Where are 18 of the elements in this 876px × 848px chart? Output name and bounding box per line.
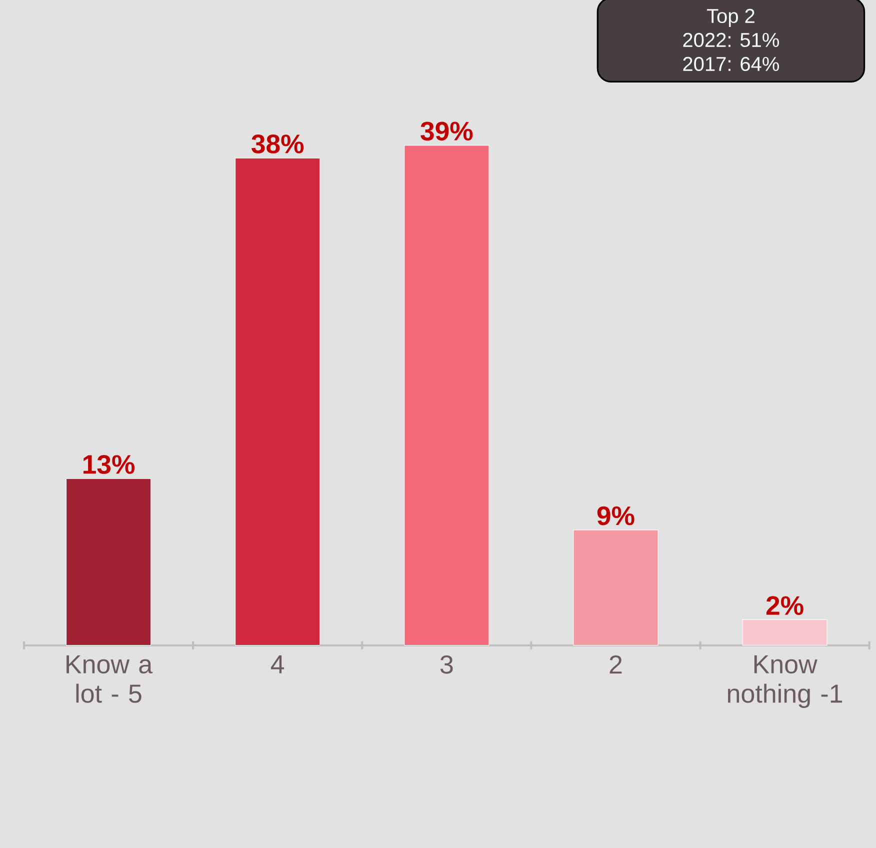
data-label: 2% xyxy=(766,596,804,615)
text: Top 2 xyxy=(706,8,754,27)
x-tick-label: Know a lot - 5 xyxy=(66,655,153,703)
x-tick-label: 3 xyxy=(440,655,453,674)
data-label: 39% xyxy=(420,122,473,141)
bar xyxy=(573,530,658,646)
bar xyxy=(404,145,490,646)
x-tick-label: 4 xyxy=(270,655,284,674)
data-label: 9% xyxy=(597,506,634,526)
data-label: 13% xyxy=(84,455,135,474)
x-tick-label: 2 xyxy=(610,655,622,674)
x-tick-label: Know nothing -1 xyxy=(728,655,842,708)
text: 2022: 51% xyxy=(683,32,779,48)
bar xyxy=(235,158,320,646)
text: 2017: 64% xyxy=(683,56,779,72)
bar xyxy=(66,478,152,646)
bar xyxy=(742,619,828,646)
data-label: 38% xyxy=(252,134,304,154)
